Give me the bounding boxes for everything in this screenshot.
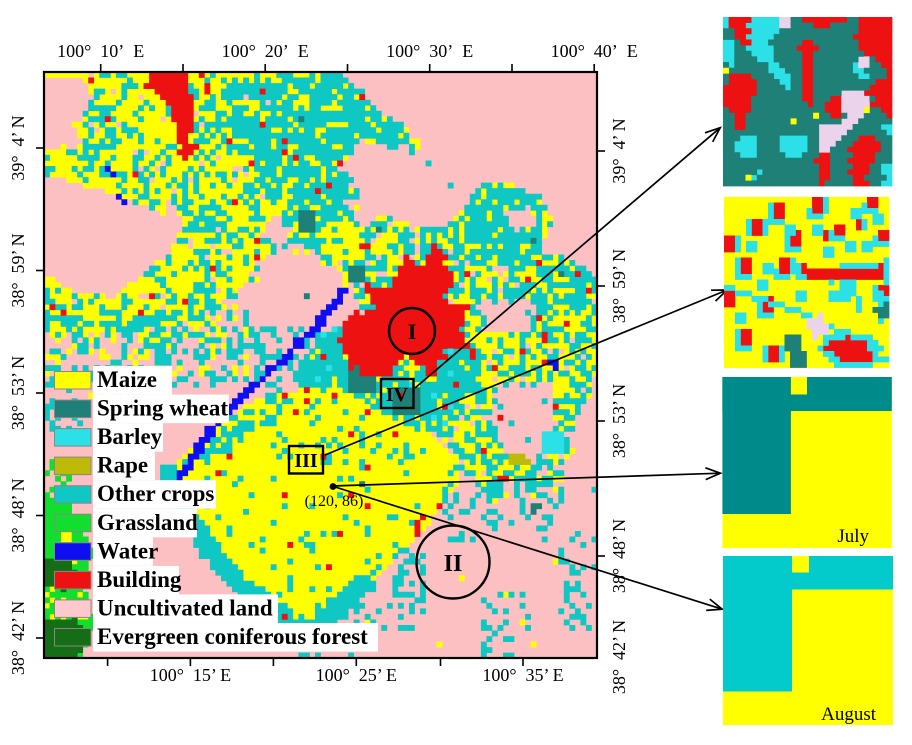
svg-text:Uncultivated land: Uncultivated land bbox=[97, 595, 273, 620]
svg-text:III: III bbox=[294, 450, 318, 472]
svg-text:Building: Building bbox=[97, 567, 182, 592]
svg-text:II: II bbox=[444, 551, 463, 577]
svg-text:July: July bbox=[837, 526, 869, 547]
svg-text:IV: IV bbox=[386, 384, 409, 406]
svg-text:100° 10’ E: 100° 10’ E bbox=[57, 41, 144, 61]
svg-text:38° 48’ N: 38° 48’ N bbox=[609, 519, 629, 593]
svg-text:38° 53’ N: 38° 53’ N bbox=[609, 384, 629, 458]
svg-text:Other crops: Other crops bbox=[97, 481, 214, 506]
svg-text:39° 4’ N: 39° 4’ N bbox=[609, 118, 629, 183]
svg-text:100° 30’ E: 100° 30’ E bbox=[386, 41, 473, 61]
svg-text:I: I bbox=[408, 319, 417, 344]
svg-text:100° 35’ E: 100° 35’ E bbox=[482, 665, 563, 685]
svg-text:Rape: Rape bbox=[97, 453, 148, 478]
svg-text:100° 25’ E: 100° 25’ E bbox=[316, 665, 397, 685]
svg-text:(120, 86): (120, 86) bbox=[305, 493, 364, 510]
svg-text:38° 59’ N: 38° 59’ N bbox=[609, 249, 629, 323]
svg-text:Water: Water bbox=[97, 538, 158, 563]
svg-text:Evergreen coniferous forest: Evergreen coniferous forest bbox=[97, 624, 368, 649]
svg-text:100° 15’ E: 100° 15’ E bbox=[150, 665, 231, 685]
svg-text:Grassland: Grassland bbox=[97, 510, 198, 535]
svg-text:100° 40’ E: 100° 40’ E bbox=[551, 41, 638, 61]
svg-text:100° 20’ E: 100° 20’ E bbox=[222, 41, 309, 61]
svg-text:38° 42’ N: 38° 42’ N bbox=[8, 601, 28, 675]
svg-text:38° 59’ N: 38° 59’ N bbox=[8, 233, 28, 307]
svg-text:August: August bbox=[821, 704, 877, 725]
svg-text:38° 48’ N: 38° 48’ N bbox=[8, 478, 28, 552]
svg-text:Barley: Barley bbox=[97, 424, 163, 449]
svg-text:38° 42’ N: 38° 42’ N bbox=[609, 620, 629, 694]
svg-text:38° 53’ N: 38° 53’ N bbox=[8, 356, 28, 430]
svg-text:Maize: Maize bbox=[97, 367, 157, 392]
svg-text:39° 4’ N: 39° 4’ N bbox=[8, 115, 28, 180]
svg-text:Spring wheat: Spring wheat bbox=[97, 396, 228, 421]
